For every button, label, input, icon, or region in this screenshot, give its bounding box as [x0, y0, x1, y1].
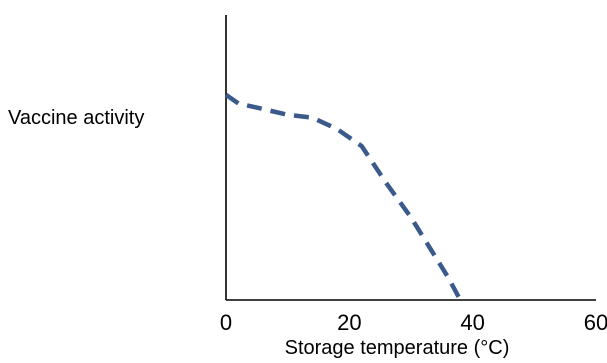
axes	[225, 15, 596, 301]
x-tick-label: 20	[337, 310, 361, 335]
x-axis-label: Storage temperature (°C)	[285, 337, 510, 359]
x-tick-label: 40	[460, 310, 484, 335]
x-tick-labels: 0 20 40 60	[220, 310, 607, 335]
y-axis-label: Vaccine activity	[8, 107, 144, 129]
x-tick-label: 0	[220, 310, 232, 335]
series-group	[224, 92, 463, 302]
x-tick-label: 60	[584, 310, 607, 335]
series-line	[224, 92, 463, 302]
